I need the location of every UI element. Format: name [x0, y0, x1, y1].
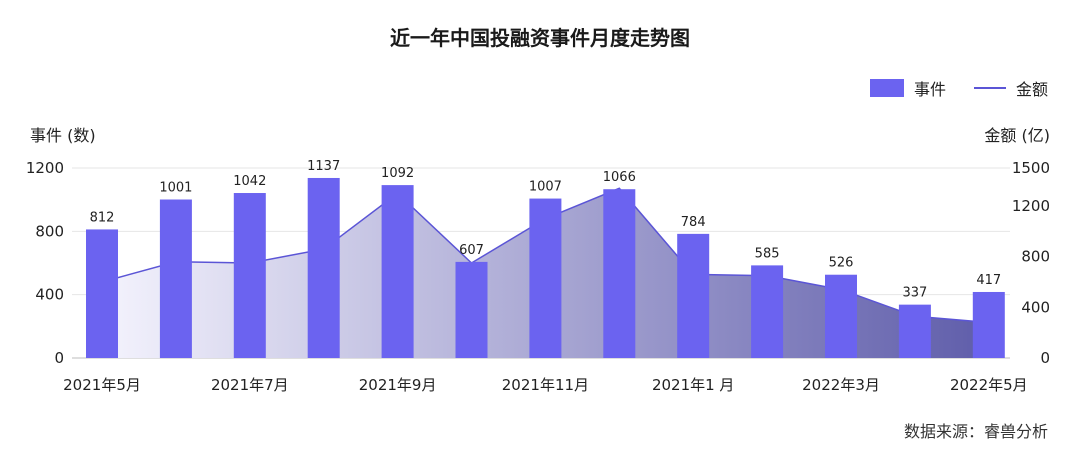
y-right-tick-label: 400 [1021, 298, 1050, 316]
bar-data-label: 1066 [603, 170, 636, 185]
bar-data-label: 526 [829, 256, 854, 271]
axis-layer: 0 400 800 1200 0 400 800 1200 1500 2021年5月 2021年7月… [26, 159, 1050, 394]
x-tick-label: 2022年3月 [802, 376, 880, 394]
bar-data-label: 784 [681, 215, 706, 230]
chart-title: 近一年中国投融资事件月度走势图 [390, 26, 690, 50]
y-left-tick-label: 400 [35, 286, 64, 304]
event-bar [381, 185, 414, 358]
event-bar [159, 199, 192, 358]
right-axis-title: 金额 (亿) [984, 126, 1050, 145]
bar-data-label: 607 [459, 243, 484, 258]
event-bar [825, 274, 857, 358]
y-left-tick-label: 0 [54, 349, 64, 367]
legend-line-label: 金额 [1015, 80, 1048, 99]
x-tick-label: 2021年5月 [63, 376, 141, 394]
bar-data-label: 1042 [233, 174, 266, 189]
event-bar [972, 291, 1005, 358]
event-bar [233, 193, 266, 358]
bar-data-label: 337 [902, 286, 927, 301]
bar-data-label: 1092 [381, 166, 414, 181]
y-left-tick-label: 800 [35, 222, 64, 240]
bar-data-label: 1137 [307, 159, 340, 174]
x-tick-label: 2021年1 月 [652, 376, 735, 394]
event-bar [898, 304, 931, 358]
left-axis-title: 事件 (数) [30, 126, 96, 145]
event-bar [751, 265, 784, 358]
bar-data-label: 1007 [529, 180, 562, 195]
event-bar [529, 198, 562, 358]
y-right-tick-label: 1200 [1012, 197, 1050, 215]
bar-data-label: 417 [976, 273, 1001, 288]
y-right-tick-label: 0 [1040, 349, 1050, 367]
y-right-tick-label: 800 [1021, 248, 1050, 266]
x-tick-label: 2021年11月 [502, 376, 589, 394]
x-tick-label: 2021年9月 [359, 376, 437, 394]
event-bar [677, 233, 710, 358]
data-source: 数据来源：睿兽分析 [903, 422, 1048, 441]
label-layer: 812 1001 1042 1137 1092 607 1007 1066 784 585 526 3… [90, 159, 1002, 301]
y-left-tick-label: 1200 [26, 159, 64, 177]
bar-data-label: 585 [755, 246, 780, 261]
event-bar [455, 261, 488, 358]
bar-layer [86, 177, 1005, 358]
legend-bar-label: 事件 [913, 80, 946, 99]
bar-data-label: 1001 [159, 181, 192, 196]
event-bar [603, 189, 636, 358]
legend: 事件 金额 [869, 76, 1048, 100]
legend-bar-swatch [869, 79, 904, 97]
event-bar [307, 177, 340, 358]
legend-line-swatch [973, 87, 1006, 89]
event-bar [86, 229, 118, 358]
x-tick-label: 2022年5月 [950, 376, 1028, 394]
y-right-tick-label: 1500 [1012, 159, 1050, 177]
bar-data-label: 812 [90, 210, 115, 225]
x-tick-label: 2021年7月 [211, 376, 289, 394]
